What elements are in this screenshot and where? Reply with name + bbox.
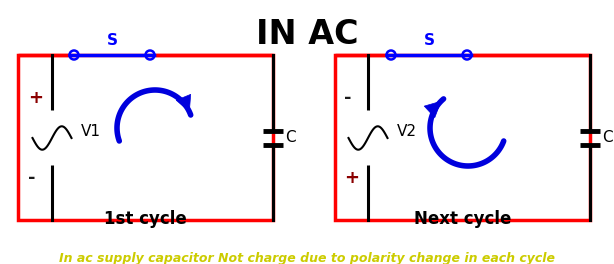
Text: V2: V2 (397, 125, 417, 139)
Text: -: - (28, 169, 36, 187)
Text: V1: V1 (81, 125, 101, 139)
Bar (335, 55, 590, 220)
Text: IN AC: IN AC (255, 18, 359, 51)
Text: Next cycle: Next cycle (414, 210, 511, 228)
Text: +: + (344, 169, 359, 187)
Text: In ac supply capacitor Not charge due to polarity change in each cycle: In ac supply capacitor Not charge due to… (59, 252, 555, 264)
Text: S: S (106, 33, 117, 48)
Text: +: + (28, 89, 43, 107)
Circle shape (26, 112, 78, 164)
Text: -: - (344, 89, 351, 107)
Text: C: C (602, 130, 613, 145)
Text: S: S (424, 33, 435, 48)
Text: C: C (285, 130, 295, 145)
Bar (18, 55, 273, 220)
Text: 1st cycle: 1st cycle (104, 210, 187, 228)
Circle shape (342, 112, 394, 164)
